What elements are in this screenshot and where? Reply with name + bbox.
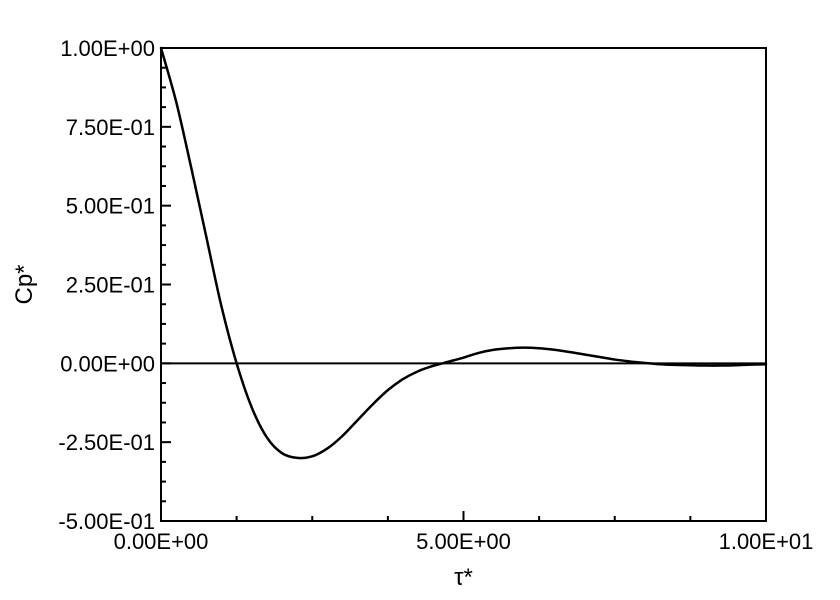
y-axis-ticks	[161, 47, 171, 522]
x-tick-label: 0.00E+00	[114, 529, 209, 554]
x-axis-tick-labels: 0.00E+00 5.00E+00 1.00E+01	[114, 529, 814, 554]
x-tick-label: 1.00E+01	[719, 529, 814, 554]
x-tick-label: 5.00E+00	[416, 529, 511, 554]
y-tick-label: -2.50E-01	[58, 430, 155, 455]
y-tick-label: 2.50E-01	[66, 273, 155, 298]
y-axis-tick-labels: 1.00E+00 7.50E-01 5.00E-01 2.50E-01 0.00E+00…	[58, 36, 155, 534]
y-tick-label: 7.50E-01	[66, 115, 155, 140]
series-line	[159, 46, 768, 460]
y-tick-label: -5.00E-01	[58, 509, 155, 534]
x-axis-ticks	[160, 511, 767, 521]
y-tick-label: 1.00E+00	[60, 36, 155, 61]
plot-area-frame	[160, 47, 767, 522]
y-tick-label: 0.00E+00	[60, 351, 155, 376]
y-tick-label: 5.00E-01	[66, 194, 155, 219]
x-axis-label: τ*	[454, 564, 473, 591]
series-layer	[159, 46, 768, 460]
y-axis-label: Cp*	[11, 264, 38, 304]
